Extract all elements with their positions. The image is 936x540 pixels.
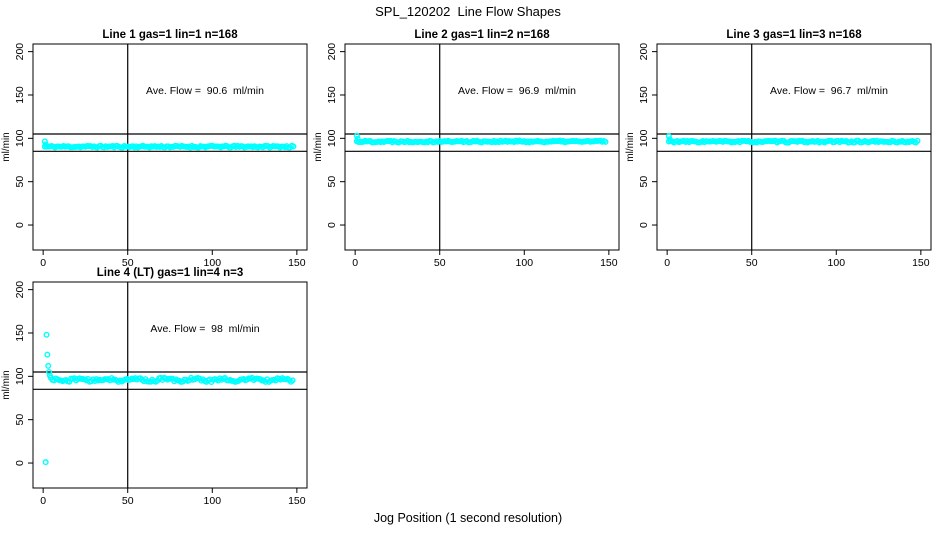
y-tick-label: 0 (14, 222, 26, 228)
data-point (665, 133, 672, 140)
x-tick-label: 50 (122, 257, 134, 266)
y-tick-label: 0 (326, 222, 338, 228)
x-tick-label: 100 (828, 257, 846, 266)
data-point (289, 377, 296, 384)
data-point (666, 136, 673, 143)
y-axis-ticks: 0 50 100 150 200 (326, 43, 345, 228)
y-tick-label: 50 (14, 414, 26, 426)
data-point (42, 141, 49, 148)
data-points (353, 132, 609, 146)
x-tick-label: 50 (122, 495, 134, 504)
y-tick-label: 200 (14, 43, 26, 61)
ave-flow-annotation: Ave. Flow = 96.9 ml/min (458, 85, 576, 97)
panel-title: Line 3 gas=1 lin=3 n=168 (726, 29, 862, 41)
x-tick-label: 150 (600, 257, 618, 266)
chart-title: SPL_120202 Line Flow Shapes (375, 4, 561, 19)
y-tick-label: 0 (638, 222, 650, 228)
panel-line-1-chart: Line 1 gas=1 lin=1 n=168 0 50 100 150 0 50 100 1… (1, 29, 308, 266)
data-point (353, 132, 360, 139)
y-axis-ticks: 0 50 100 150 200 (14, 43, 33, 228)
y-tick-label: 50 (638, 176, 650, 188)
data-point (42, 459, 49, 466)
data-point (914, 137, 921, 144)
data-point (46, 368, 53, 375)
x-tick-label: 0 (40, 257, 46, 266)
data-point (41, 138, 48, 145)
x-tick-label: 150 (288, 257, 306, 266)
x-tick-label: 0 (40, 495, 46, 504)
y-tick-label: 200 (326, 43, 338, 61)
panel-title: Line 2 gas=1 lin=2 n=168 (414, 29, 550, 41)
x-tick-label: 150 (288, 495, 306, 504)
y-axis-label: ml/min (625, 132, 636, 161)
y-axis-ticks: 0 50 100 150 200 (14, 281, 33, 466)
x-axis-ticks: 0 50 100 150 (352, 250, 618, 266)
ave-flow-annotation: Ave. Flow = 98 ml/min (150, 323, 259, 335)
y-tick-label: 200 (14, 281, 26, 299)
panel-line-3-chart: Line 3 gas=1 lin=3 n=168 0 50 100 150 0 50 100 1… (625, 29, 932, 266)
plot-box (656, 43, 932, 251)
x-tick-label: 50 (434, 257, 446, 266)
y-tick-label: 50 (326, 176, 338, 188)
y-axis-label: ml/min (1, 370, 12, 399)
y-tick-label: 150 (326, 86, 338, 104)
data-points (665, 133, 921, 146)
panel-line-4-chart: Line 4 (LT) gas=1 lin=4 n=3 0 50 100 150 0 50 1… (1, 267, 308, 504)
y-axis-label: ml/min (313, 132, 324, 161)
y-tick-label: 200 (638, 43, 650, 61)
data-points (41, 138, 297, 151)
ave-flow-annotation: Ave. Flow = 96.7 ml/min (770, 85, 888, 97)
y-tick-label: 150 (638, 86, 650, 104)
data-point (290, 143, 297, 150)
data-point (44, 351, 51, 358)
y-axis-ticks: 0 50 100 150 200 (638, 43, 657, 228)
y-tick-label: 150 (14, 324, 26, 342)
panel-title: Line 1 gas=1 lin=1 n=168 (102, 29, 238, 41)
y-tick-label: 100 (14, 129, 26, 147)
x-axis-ticks: 0 50 100 150 (40, 488, 306, 504)
panel-line-2-chart: Line 2 gas=1 lin=2 n=168 0 50 100 150 0 50 100 1… (313, 29, 620, 266)
plot-box (344, 43, 620, 251)
data-point (43, 331, 50, 338)
x-axis-ticks: 0 50 100 150 (664, 250, 930, 266)
x-tick-label: 150 (912, 257, 930, 266)
y-tick-label: 100 (14, 367, 26, 385)
y-axis-label: ml/min (1, 132, 12, 161)
data-point (46, 372, 53, 379)
ave-flow-annotation: Ave. Flow = 90.6 ml/min (146, 85, 264, 97)
x-tick-label: 100 (204, 257, 222, 266)
x-tick-label: 0 (664, 257, 670, 266)
y-tick-label: 100 (326, 129, 338, 147)
x-tick-label: 100 (204, 495, 222, 504)
y-tick-label: 150 (14, 86, 26, 104)
plot-box (32, 281, 308, 489)
x-axis-ticks: 0 50 100 150 (40, 250, 306, 266)
y-tick-label: 100 (638, 129, 650, 147)
x-tick-label: 100 (516, 257, 534, 266)
data-point (45, 362, 52, 369)
x-tick-label: 50 (746, 257, 758, 266)
data-point (602, 138, 609, 145)
data-point (354, 135, 361, 142)
y-tick-label: 50 (14, 176, 26, 188)
x-axis-caption: Jog Position (1 second resolution) (373, 511, 563, 525)
y-tick-label: 0 (14, 460, 26, 466)
panel-title: Line 4 (LT) gas=1 lin=4 n=3 (97, 267, 243, 279)
x-tick-label: 0 (352, 257, 358, 266)
data-points (42, 331, 296, 466)
